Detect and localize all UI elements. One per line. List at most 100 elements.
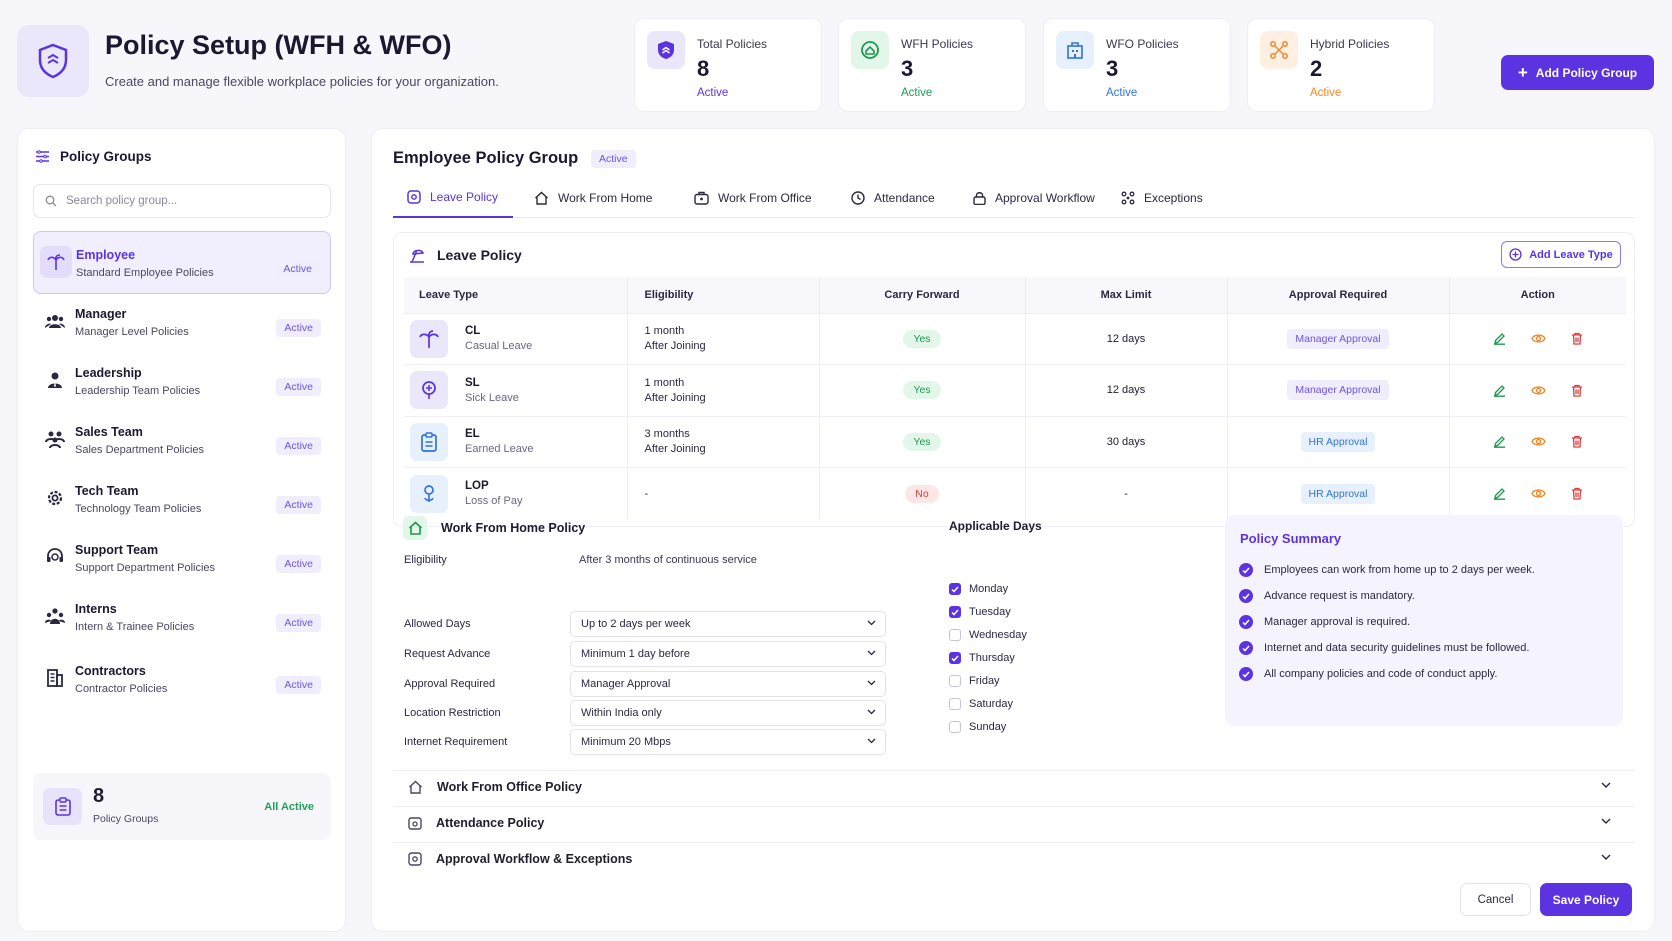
tab-work-from-office[interactable]: Work From Office — [680, 177, 826, 218]
brain-icon — [410, 371, 448, 410]
approval-badge: HR Approval — [1300, 483, 1376, 504]
sidebar-item-tech-team[interactable]: Tech Team Technology Team Policies Activ… — [33, 468, 331, 531]
cancel-button[interactable]: Cancel — [1460, 883, 1531, 916]
day-checkbox-sunday[interactable]: Sunday — [949, 721, 1006, 733]
checkbox[interactable] — [949, 606, 961, 618]
hybrid-icon — [1260, 31, 1298, 69]
tab-leave-policy[interactable]: Leave Policy — [393, 177, 513, 218]
sidebar-item-name: Sales Team — [75, 425, 143, 439]
eligibility-cell: 3 months After Joining — [627, 415, 820, 468]
wfh-field-row: Allowed Days Up to 2 days per week — [404, 611, 886, 637]
delete-icon[interactable] — [1571, 332, 1583, 345]
delete-icon[interactable] — [1571, 435, 1583, 448]
location-restriction-select[interactable]: Within India only — [570, 700, 886, 726]
accordion-work-from-office[interactable]: Work From Office Policy — [393, 770, 1635, 803]
day-checkbox-friday[interactable]: Friday — [949, 675, 1000, 687]
policy-editor-panel: Employee Policy Group Active Leave Polic… — [371, 128, 1655, 932]
stat-status: Active — [901, 87, 933, 99]
stat-card-hybrid: Hybrid Policies 2 Active — [1247, 18, 1435, 112]
leave-policy-panel: Leave Policy Add Leave Type Leave Type E… — [393, 232, 1635, 527]
edit-icon[interactable] — [1493, 435, 1506, 449]
sidebar-item-employee[interactable]: Employee Standard Employee Policies Acti… — [33, 231, 331, 294]
eligibility-value: 1 month — [644, 325, 685, 338]
search-input[interactable]: Search policy group... — [33, 184, 331, 218]
day-checkbox-monday[interactable]: Monday — [949, 583, 1008, 595]
policy-group-title: Employee Policy Group — [393, 149, 579, 167]
sidebar-item-sales-team[interactable]: Sales Team Sales Department Policies Act… — [33, 409, 331, 472]
status-badge: Active — [591, 150, 636, 168]
day-label: Thursday — [969, 652, 1015, 664]
select-value: Within India only — [581, 707, 662, 719]
status-badge: Active — [276, 496, 321, 514]
eligibility-cell: - — [627, 467, 820, 519]
tab-exceptions[interactable]: Exceptions — [1107, 177, 1217, 218]
day-checkbox-wednesday[interactable]: Wednesday — [949, 629, 1027, 641]
leave-code: CL — [465, 325, 481, 338]
tab-approval-workflow[interactable]: Approval Workflow — [959, 177, 1109, 218]
request-advance-select[interactable]: Minimum 1 day before — [570, 641, 886, 667]
tab-attendance[interactable]: Attendance — [837, 177, 949, 218]
stat-status: Active — [1310, 87, 1342, 99]
sidebar-item-leadership[interactable]: Leadership Leadership Team Policies Acti… — [33, 350, 331, 413]
edit-icon[interactable] — [1493, 487, 1506, 500]
leave-type-cell: SL Sick Leave — [404, 364, 628, 416]
stat-label: Total Policies — [697, 37, 768, 51]
select-value: Up to 2 days per week — [581, 618, 691, 630]
sidebar-item-manager[interactable]: Manager Manager Level Policies Active — [33, 291, 331, 354]
view-icon[interactable] — [1530, 385, 1546, 396]
chevron-down-icon — [867, 738, 876, 744]
sidebar-item-support-team[interactable]: Support Team Support Department Policies… — [33, 527, 331, 590]
action-cell — [1449, 467, 1626, 519]
approval-required-select[interactable]: Manager Approval — [570, 671, 886, 697]
leave-type-cell: LOP Loss of Pay — [404, 467, 628, 519]
checkbox[interactable] — [949, 583, 961, 595]
leave-name: Earned Leave — [465, 443, 534, 456]
view-icon[interactable] — [1530, 488, 1546, 499]
policy-summary-card: Policy Summary Employees can work from h… — [1225, 515, 1623, 726]
accordion-label: Work From Office Policy — [437, 780, 582, 794]
sidebar-item-interns[interactable]: Interns Intern & Trainee Policies Active — [33, 586, 331, 649]
wfh-field-row: Approval Required Manager Approval — [404, 671, 886, 697]
add-leave-type-button[interactable]: Add Leave Type — [1501, 241, 1621, 268]
save-policy-button[interactable]: Save Policy — [1540, 883, 1632, 916]
accordion-approval-workflow[interactable]: Approval Workflow & Exceptions — [393, 842, 1635, 875]
add-policy-group-button[interactable]: + Add Policy Group — [1501, 55, 1654, 90]
beach-icon — [410, 249, 425, 263]
edit-icon[interactable] — [1493, 332, 1506, 346]
id-card-icon — [39, 662, 71, 694]
tab-work-from-home[interactable]: Work From Home — [520, 177, 666, 218]
field-label: Allowed Days — [404, 618, 471, 630]
summary-text: All company policies and code of conduct… — [1264, 668, 1498, 680]
allowed-days-select[interactable]: Up to 2 days per week — [570, 611, 886, 637]
day-checkbox-thursday[interactable]: Thursday — [949, 652, 1015, 664]
view-icon[interactable] — [1530, 436, 1546, 447]
view-icon[interactable] — [1530, 333, 1546, 344]
sidebar-item-name: Leadership — [75, 366, 142, 380]
carry-forward-cell: Yes — [819, 415, 1026, 468]
checkbox[interactable] — [949, 721, 961, 733]
carry-forward-badge: Yes — [903, 329, 941, 348]
delete-icon[interactable] — [1571, 487, 1583, 500]
tab-label: Exceptions — [1144, 190, 1203, 205]
edit-icon[interactable] — [1493, 384, 1506, 397]
policy-groups-summary: 8 Policy Groups All Active — [33, 773, 331, 840]
applicable-days-title: Applicable Days — [949, 519, 1042, 533]
sidebar-item-name: Support Team — [75, 543, 159, 557]
day-checkbox-tuesday[interactable]: Tuesday — [949, 606, 1011, 618]
delete-icon[interactable] — [1571, 384, 1583, 397]
checkbox[interactable] — [949, 698, 961, 710]
checkbox[interactable] — [949, 629, 961, 641]
stat-value: 8 — [697, 56, 710, 81]
chevron-down-icon — [867, 620, 876, 626]
app-logo — [17, 25, 89, 97]
checkbox[interactable] — [949, 652, 961, 664]
sidebar-item-contractors[interactable]: Contractors Contractor Policies Active — [33, 648, 331, 711]
checkbox[interactable] — [949, 675, 961, 687]
day-checkbox-saturday[interactable]: Saturday — [949, 698, 1013, 710]
day-label: Tuesday — [969, 606, 1011, 618]
eligibility-note: After Joining — [644, 391, 706, 404]
carry-forward-cell: Yes — [819, 312, 1026, 365]
accordion-attendance[interactable]: Attendance Policy — [393, 806, 1635, 839]
wfh-policy-title: Work From Home Policy — [403, 516, 585, 540]
internet-requirement-select[interactable]: Minimum 20 Mbps — [570, 729, 886, 755]
